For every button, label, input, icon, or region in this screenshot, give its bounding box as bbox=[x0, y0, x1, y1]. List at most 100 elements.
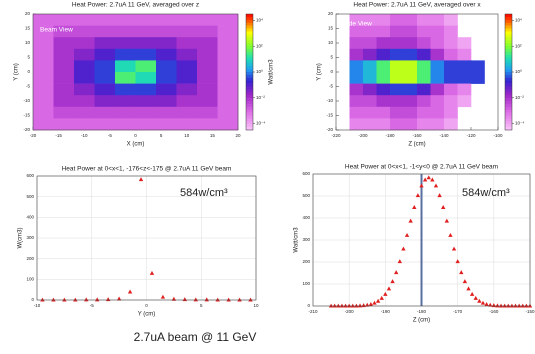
heat-cell bbox=[74, 60, 95, 73]
y-tick-label: 200 bbox=[26, 256, 34, 261]
heat-cell bbox=[376, 118, 391, 131]
marker bbox=[437, 193, 442, 198]
heat-cell bbox=[376, 14, 391, 26]
colorbar-step bbox=[246, 45, 253, 50]
y-tick-label: 0 bbox=[307, 303, 310, 308]
colorbar-step bbox=[505, 48, 512, 52]
heat-cell bbox=[176, 106, 198, 119]
heat-cell bbox=[197, 14, 218, 26]
marker bbox=[426, 175, 431, 180]
heat-cell bbox=[176, 14, 198, 26]
colorbar-step bbox=[505, 101, 512, 105]
marker bbox=[433, 183, 439, 188]
heat-cell bbox=[115, 106, 136, 119]
heat-cell bbox=[156, 118, 177, 131]
colorbar-step bbox=[246, 106, 253, 110]
colorbar-step bbox=[246, 60, 253, 64]
marker bbox=[332, 303, 337, 308]
marker bbox=[40, 297, 45, 302]
heat-cell bbox=[74, 95, 95, 108]
heat-cell bbox=[217, 83, 239, 96]
marker bbox=[448, 232, 453, 237]
heat-cell bbox=[33, 95, 54, 108]
colorbar-step bbox=[505, 124, 512, 128]
heat-cell bbox=[33, 25, 54, 38]
marker bbox=[480, 300, 486, 305]
heat-cell bbox=[156, 95, 177, 108]
plot-frame bbox=[36, 175, 257, 301]
heat-cell bbox=[33, 83, 54, 96]
marker bbox=[365, 302, 370, 307]
heat-cell bbox=[217, 72, 239, 84]
heat-cell bbox=[94, 37, 116, 50]
heat-cell bbox=[156, 25, 177, 38]
colorbar-step bbox=[505, 92, 512, 96]
colorbar-label: Watt/cm3 bbox=[269, 59, 275, 85]
heat-cell bbox=[390, 72, 404, 84]
heat-cell bbox=[403, 25, 418, 38]
heat-cell bbox=[376, 95, 391, 108]
heat-cell bbox=[363, 25, 377, 38]
heat-cell bbox=[94, 48, 116, 61]
marker bbox=[401, 246, 406, 251]
heat-cell bbox=[33, 60, 54, 73]
heat-cell bbox=[74, 14, 95, 26]
marker bbox=[524, 303, 529, 308]
x-tick-label: -120 bbox=[466, 133, 476, 138]
heat-cell bbox=[176, 118, 198, 131]
y-tick-label: 500 bbox=[26, 194, 34, 199]
y-tick-label: 15 bbox=[328, 26, 334, 31]
heat-cell bbox=[430, 14, 445, 26]
heat-cell bbox=[430, 95, 445, 108]
heat-cell bbox=[363, 106, 377, 119]
marker bbox=[506, 303, 511, 308]
heat-cell bbox=[197, 118, 218, 131]
marker bbox=[520, 303, 525, 308]
heat-cell bbox=[363, 72, 377, 84]
y-tick-label: 600 bbox=[302, 171, 310, 176]
plot-frame bbox=[32, 13, 239, 131]
heat-cell bbox=[197, 72, 218, 84]
heat-cell bbox=[53, 60, 75, 73]
heat-cell bbox=[390, 106, 404, 119]
colorbar-step bbox=[505, 28, 512, 32]
heat-cell bbox=[349, 106, 364, 119]
heat-cell bbox=[217, 118, 239, 131]
heat-cell bbox=[135, 106, 157, 119]
colorbar-step bbox=[505, 127, 512, 131]
colorbar-step bbox=[246, 72, 253, 76]
colorbar-tick-label: 10⁴ bbox=[515, 18, 522, 23]
colorbar-step bbox=[505, 98, 512, 102]
marker bbox=[339, 303, 345, 308]
x-axis-label: Y (cm) bbox=[138, 312, 156, 318]
marker bbox=[462, 279, 468, 284]
y-tick-label: 100 bbox=[302, 281, 310, 286]
marker bbox=[386, 286, 392, 291]
marker bbox=[466, 286, 471, 291]
colorbar-step bbox=[246, 118, 253, 122]
x-tick-label: 0 bbox=[145, 303, 148, 308]
heat-cell bbox=[430, 48, 445, 61]
heat-cell bbox=[74, 106, 95, 119]
y-tick-label: 200 bbox=[302, 259, 310, 264]
heat-cell bbox=[457, 83, 472, 96]
x-tick-label: -20 bbox=[30, 133, 37, 138]
colorbar-step bbox=[246, 98, 253, 102]
colorbar-step bbox=[505, 77, 512, 81]
colorbar-step bbox=[246, 74, 253, 79]
marker bbox=[160, 294, 166, 299]
heat-cell bbox=[115, 37, 136, 50]
marker bbox=[422, 177, 428, 182]
y-tick-label: 5 bbox=[27, 55, 30, 60]
heat-cell bbox=[403, 118, 418, 131]
heat-cell bbox=[376, 48, 391, 61]
colorbar-tick-label: 10⁰ bbox=[256, 69, 263, 74]
marker bbox=[451, 246, 457, 251]
heat-cell bbox=[457, 72, 472, 84]
x-tick-label: 5 bbox=[200, 303, 203, 308]
x-tick-label: 15 bbox=[210, 133, 216, 138]
colorbar-step bbox=[246, 34, 253, 38]
colorbar-step bbox=[246, 124, 253, 128]
colorbar-step bbox=[246, 16, 253, 21]
heat-cell bbox=[53, 48, 75, 61]
